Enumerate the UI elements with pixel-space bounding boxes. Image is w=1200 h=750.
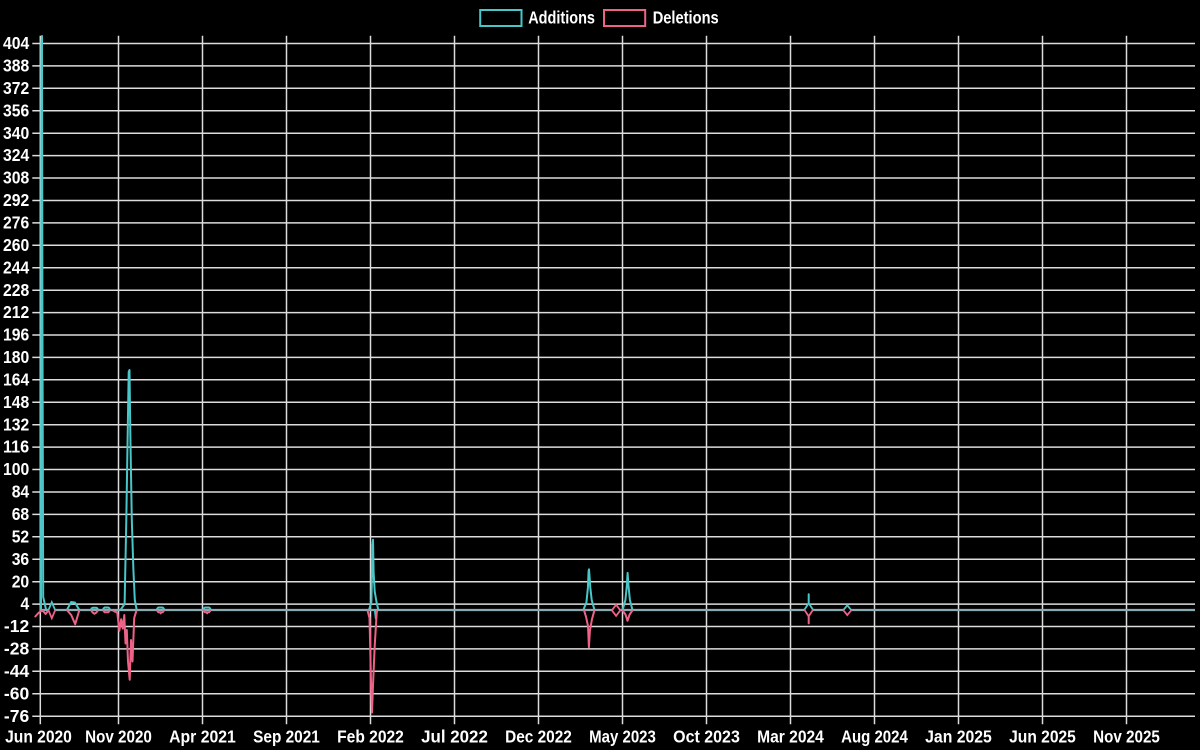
svg-text:116: 116 — [3, 437, 29, 457]
svg-text:84: 84 — [12, 482, 30, 502]
svg-text:Deletions: Deletions — [653, 7, 719, 27]
svg-text:404: 404 — [3, 33, 29, 53]
svg-text:228: 228 — [3, 280, 29, 300]
svg-text:Aug 2024: Aug 2024 — [841, 727, 908, 747]
svg-text:180: 180 — [3, 347, 29, 367]
svg-text:Jun 2025: Jun 2025 — [1009, 727, 1076, 747]
svg-text:308: 308 — [3, 168, 29, 188]
svg-text:Feb 2022: Feb 2022 — [337, 727, 404, 747]
svg-text:Jun 2020: Jun 2020 — [5, 727, 72, 747]
svg-text:212: 212 — [3, 302, 29, 322]
svg-text:Jan 2025: Jan 2025 — [925, 727, 992, 747]
svg-text:164: 164 — [3, 369, 29, 389]
svg-text:4: 4 — [21, 594, 30, 614]
svg-text:132: 132 — [3, 414, 29, 434]
svg-text:Oct 2023: Oct 2023 — [673, 727, 740, 747]
svg-text:292: 292 — [3, 190, 29, 210]
svg-text:-28: -28 — [4, 639, 30, 659]
svg-text:Sep 2021: Sep 2021 — [253, 727, 320, 747]
svg-text:356: 356 — [3, 100, 29, 120]
svg-text:May 2023: May 2023 — [589, 727, 656, 747]
svg-text:20: 20 — [12, 571, 30, 591]
svg-text:Jul 2022: Jul 2022 — [421, 727, 488, 747]
svg-text:52: 52 — [12, 526, 30, 546]
svg-text:276: 276 — [3, 213, 29, 233]
svg-text:388: 388 — [3, 56, 29, 76]
svg-text:36: 36 — [12, 549, 30, 569]
svg-text:372: 372 — [3, 78, 29, 98]
svg-text:68: 68 — [12, 504, 30, 524]
svg-text:-60: -60 — [4, 683, 30, 703]
svg-text:Nov 2025: Nov 2025 — [1093, 727, 1160, 747]
svg-text:324: 324 — [3, 145, 29, 165]
svg-text:-76: -76 — [4, 706, 30, 726]
svg-text:Apr 2021: Apr 2021 — [169, 727, 236, 747]
svg-text:148: 148 — [3, 392, 29, 412]
svg-text:-44: -44 — [4, 661, 30, 681]
svg-text:244: 244 — [3, 257, 29, 277]
svg-text:-12: -12 — [4, 616, 30, 636]
svg-text:Additions: Additions — [528, 7, 595, 27]
svg-text:Dec 2022: Dec 2022 — [505, 727, 572, 747]
svg-text:196: 196 — [3, 325, 29, 345]
svg-text:Mar 2024: Mar 2024 — [757, 727, 824, 747]
svg-text:100: 100 — [3, 459, 29, 479]
svg-text:Nov 2020: Nov 2020 — [85, 727, 152, 747]
svg-text:340: 340 — [3, 123, 29, 143]
svg-text:260: 260 — [3, 235, 29, 255]
